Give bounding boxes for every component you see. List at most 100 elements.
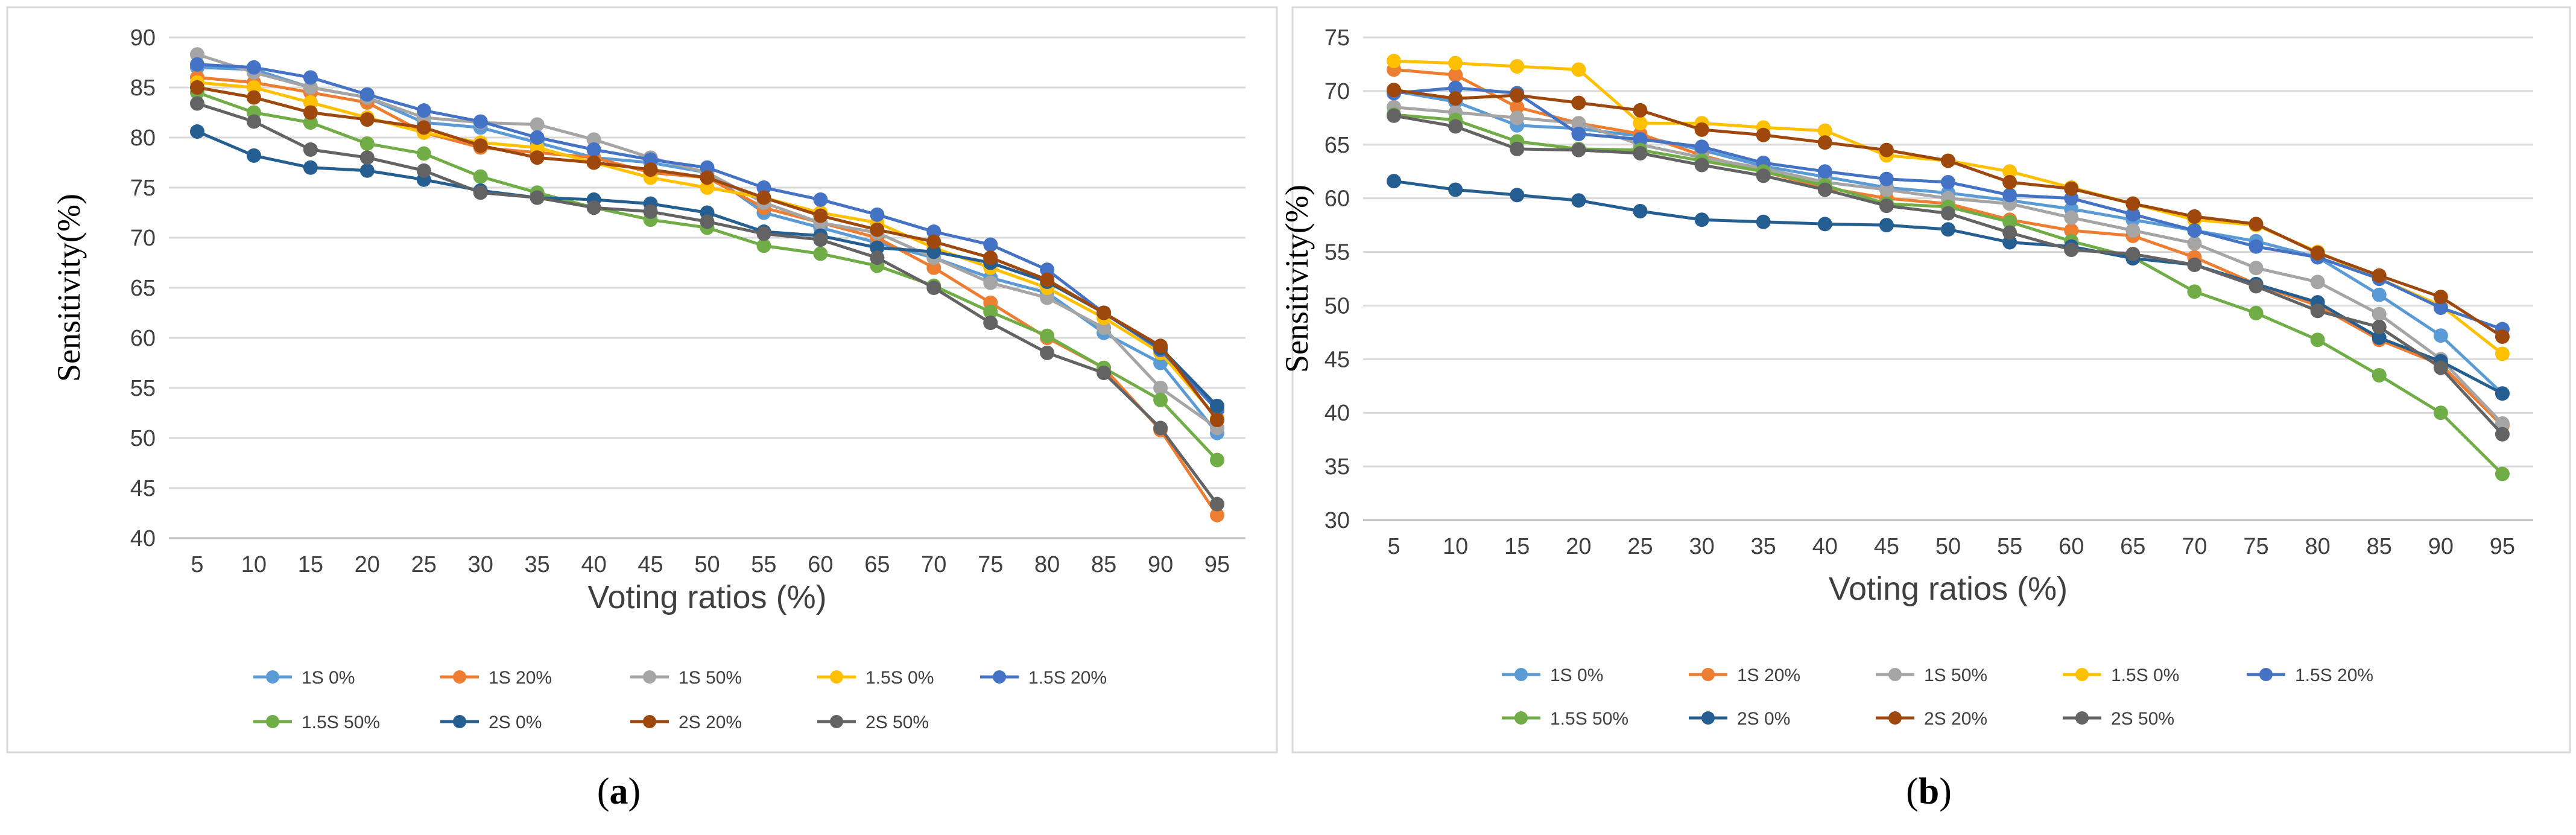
data-point bbox=[586, 155, 601, 170]
x-tick-label: 15 bbox=[298, 552, 323, 577]
x-tick-label: 20 bbox=[1566, 534, 1591, 559]
data-point bbox=[2495, 346, 2510, 361]
data-point bbox=[1387, 83, 1402, 98]
data-point bbox=[1448, 119, 1463, 134]
data-point bbox=[926, 281, 941, 295]
data-point bbox=[2495, 329, 2510, 344]
y-tick-label: 55 bbox=[1324, 240, 1350, 265]
data-point bbox=[1210, 452, 1225, 468]
data-point bbox=[643, 204, 658, 219]
data-point bbox=[1694, 157, 1709, 173]
data-point bbox=[1153, 338, 1168, 354]
data-point bbox=[2433, 360, 2448, 375]
y-tick-label: 55 bbox=[130, 376, 156, 401]
y-tick-label: 40 bbox=[130, 526, 156, 551]
data-point bbox=[1756, 168, 1771, 183]
data-point bbox=[700, 160, 715, 175]
data-point bbox=[530, 130, 545, 145]
data-point bbox=[1510, 100, 1525, 115]
legend-item: 1.5S 20% bbox=[2247, 665, 2373, 685]
data-point bbox=[2002, 164, 2017, 179]
y-tick-label: 75 bbox=[130, 176, 156, 201]
data-point bbox=[2495, 466, 2510, 481]
legend-swatch-marker bbox=[643, 715, 656, 728]
legend-label: 1S 0% bbox=[302, 668, 355, 688]
legend-item: 1.5S 50% bbox=[1502, 709, 1628, 729]
data-point bbox=[189, 124, 204, 139]
data-point bbox=[870, 250, 885, 265]
data-point bbox=[416, 146, 431, 161]
data-point bbox=[700, 180, 715, 195]
data-point bbox=[1097, 366, 1112, 381]
data-point bbox=[359, 163, 375, 178]
data-point bbox=[1879, 198, 1894, 214]
chart-frame bbox=[6, 6, 1278, 754]
data-point bbox=[416, 120, 431, 135]
legend-swatch-marker bbox=[1514, 711, 1528, 725]
data-point bbox=[1040, 290, 1055, 305]
data-point bbox=[1633, 103, 1648, 118]
y-tick-label: 65 bbox=[1324, 133, 1350, 158]
x-tick-label: 45 bbox=[1874, 534, 1899, 559]
data-point bbox=[1510, 141, 1525, 156]
series-2s-20- bbox=[189, 80, 1225, 428]
x-tick-label: 95 bbox=[2490, 534, 2515, 559]
data-point bbox=[1941, 206, 1955, 221]
data-point bbox=[2372, 268, 2387, 283]
legend-item: 2S 0% bbox=[440, 713, 542, 732]
data-point bbox=[1571, 142, 1586, 157]
data-point bbox=[813, 192, 828, 207]
legend-item: 1.5S 50% bbox=[253, 713, 380, 732]
data-point bbox=[2248, 261, 2264, 276]
data-point bbox=[1633, 204, 1648, 218]
legend-label: 1.5S 50% bbox=[302, 713, 380, 732]
data-point bbox=[530, 117, 545, 132]
legend-label: 2S 0% bbox=[489, 713, 542, 732]
data-point bbox=[1694, 122, 1709, 137]
legend-label: 1.5S 20% bbox=[2295, 665, 2373, 685]
data-point bbox=[1941, 175, 1955, 189]
y-tick-label: 60 bbox=[130, 326, 156, 351]
legend-swatch-marker bbox=[266, 670, 279, 684]
data-point bbox=[813, 208, 828, 223]
data-point bbox=[1210, 497, 1225, 512]
data-point bbox=[1571, 62, 1586, 77]
data-point bbox=[359, 150, 375, 165]
y-tick-label: 45 bbox=[130, 476, 156, 501]
data-point bbox=[303, 80, 318, 95]
data-point bbox=[1879, 218, 1894, 233]
data-point bbox=[586, 142, 601, 157]
y-tick-label: 45 bbox=[1324, 347, 1350, 372]
data-point bbox=[1817, 164, 1832, 179]
data-point bbox=[1879, 182, 1894, 197]
legend-swatch-marker bbox=[643, 670, 656, 684]
legend-label: 2S 0% bbox=[1737, 709, 1790, 729]
legend-swatch-marker bbox=[1514, 668, 1528, 681]
x-tick-label: 5 bbox=[1387, 534, 1400, 559]
legend-swatch-marker bbox=[1701, 711, 1715, 725]
data-point bbox=[926, 234, 941, 249]
data-point bbox=[756, 180, 771, 195]
data-point bbox=[2187, 223, 2202, 238]
x-tick-label: 70 bbox=[921, 552, 946, 577]
data-point bbox=[416, 103, 431, 118]
data-point bbox=[1040, 328, 1055, 343]
data-point bbox=[1941, 153, 1955, 168]
legend-label: 1S 20% bbox=[1737, 665, 1800, 685]
x-tick-label: 90 bbox=[2428, 534, 2454, 559]
y-axis-label: Sensitivity(%) bbox=[51, 194, 87, 382]
data-point bbox=[643, 162, 658, 177]
data-point bbox=[643, 152, 658, 167]
data-point bbox=[1571, 116, 1586, 131]
data-point bbox=[2187, 209, 2202, 224]
legend-swatch-marker bbox=[1701, 668, 1715, 681]
x-tick-label: 55 bbox=[751, 552, 776, 577]
y-tick-label: 70 bbox=[1324, 79, 1350, 104]
data-point bbox=[2433, 405, 2448, 421]
data-point bbox=[303, 105, 318, 120]
data-point bbox=[756, 238, 771, 253]
x-tick-label: 60 bbox=[2059, 534, 2084, 559]
data-point bbox=[586, 132, 601, 147]
data-point bbox=[2002, 214, 2017, 229]
legend-swatch-marker bbox=[2259, 668, 2273, 681]
